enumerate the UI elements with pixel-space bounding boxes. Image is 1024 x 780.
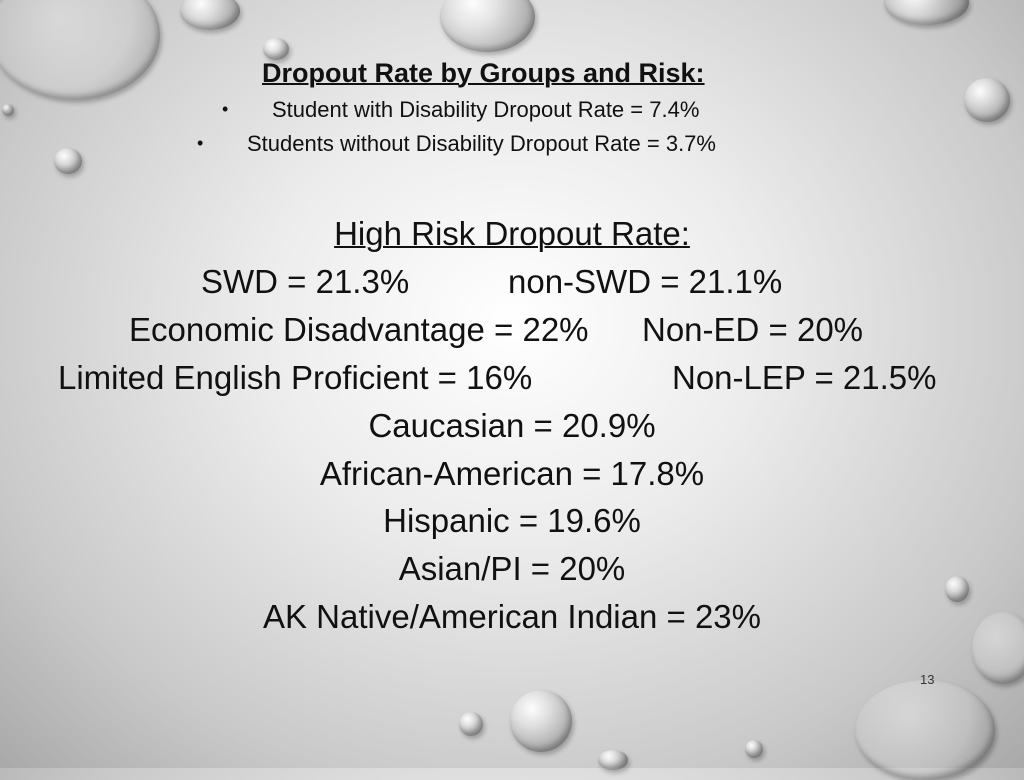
water-drop-decoration (745, 740, 763, 758)
water-drop-decoration (54, 148, 82, 174)
bullet-text: Student with Disability Dropout Rate = 7… (272, 97, 700, 122)
pair-right-non-ed: Non-ED = 20% (642, 311, 864, 348)
water-drop-decoration (459, 712, 483, 736)
water-drop-decoration (263, 38, 289, 60)
pair-left-lep: Limited English Proficient = 16% (58, 359, 533, 396)
slide-heading: Dropout Rate by Groups and Risk: (262, 58, 705, 88)
bullet-dot: • (197, 133, 204, 153)
group-rate-asian-pi: Asian/PI = 20% (398, 550, 626, 587)
pair-left-swd: SWD = 21.3% (201, 263, 410, 300)
group-rate-caucasian: Caucasian = 20.9% (368, 407, 656, 444)
page-number: 13 (920, 672, 935, 687)
water-drop-decoration (945, 576, 969, 602)
group-rate-african-american: African-American = 17.8% (319, 455, 705, 492)
high-risk-title-row: High Risk Dropout Rate: (0, 215, 1024, 253)
group-rate-ak-native: AK Native/American Indian = 23% (262, 598, 761, 635)
water-drop-decoration (2, 104, 14, 116)
water-drop-decoration (972, 612, 1024, 684)
water-drop-decoration (855, 680, 995, 780)
pair-left-economic-disadvantage: Economic Disadvantage = 22% (129, 311, 589, 348)
pair-right-non-lep: Non-LEP = 21.5% (672, 359, 937, 396)
water-drop-decoration (964, 78, 1010, 122)
bullet-dot: • (222, 99, 229, 119)
water-drop-decoration (884, 0, 969, 25)
water-drop-decoration (598, 750, 628, 770)
water-drop-decoration (0, 0, 160, 100)
water-drop-decoration (510, 690, 572, 752)
high-risk-title: High Risk Dropout Rate: (334, 215, 690, 252)
bullet-text: Students without Disability Dropout Rate… (247, 131, 716, 156)
pair-right-non-swd: non-SWD = 21.1% (508, 263, 783, 300)
water-drop-decoration (440, 0, 535, 52)
group-rate-hispanic: Hispanic = 19.6% (383, 502, 641, 539)
water-drop-decoration (180, 0, 240, 30)
